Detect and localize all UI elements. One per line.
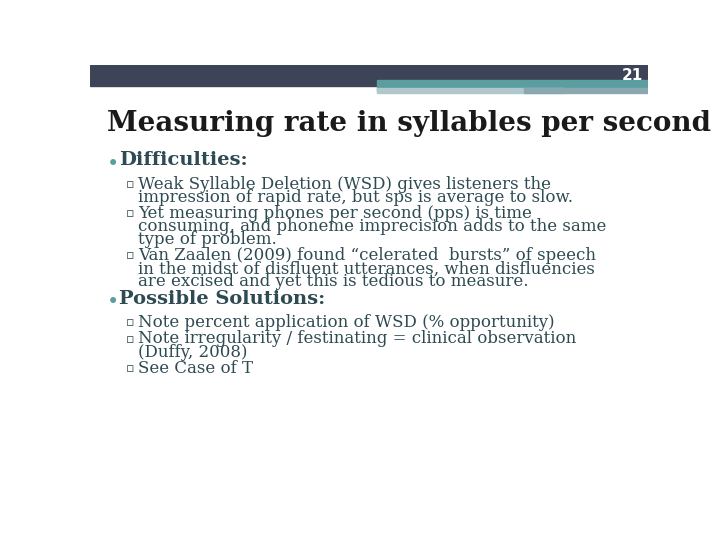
Text: Note irregularity / festinating = clinical observation: Note irregularity / festinating = clinic… xyxy=(138,330,576,347)
Bar xyxy=(377,88,563,93)
Text: are excised and yet this is tedious to measure.: are excised and yet this is tedious to m… xyxy=(138,273,528,291)
Text: ▫: ▫ xyxy=(126,333,134,346)
Text: ▫: ▫ xyxy=(126,362,134,375)
Bar xyxy=(377,80,648,91)
Text: consuming, and phoneme imprecision adds to the same: consuming, and phoneme imprecision adds … xyxy=(138,218,606,235)
Text: ▫: ▫ xyxy=(126,249,134,262)
Text: (Duffy, 2008): (Duffy, 2008) xyxy=(138,343,248,361)
Text: Possible Solutions:: Possible Solutions: xyxy=(120,289,325,308)
Text: impression of rapid rate, but sps is average to slow.: impression of rapid rate, but sps is ave… xyxy=(138,189,573,206)
Text: type of problem.: type of problem. xyxy=(138,231,276,248)
Bar xyxy=(524,88,648,93)
Text: Yet measuring phones per second (pps) is time: Yet measuring phones per second (pps) is… xyxy=(138,205,532,222)
Text: ▫: ▫ xyxy=(126,178,134,191)
Text: Note percent application of WSD (% opportunity): Note percent application of WSD (% oppor… xyxy=(138,314,554,331)
Text: •: • xyxy=(107,294,120,313)
Text: Difficulties:: Difficulties: xyxy=(120,151,248,169)
Text: •: • xyxy=(107,155,120,174)
Text: Weak Syllable Deletion (WSD) gives listeners the: Weak Syllable Deletion (WSD) gives liste… xyxy=(138,176,551,193)
Text: ▫: ▫ xyxy=(126,207,134,220)
Text: 21: 21 xyxy=(622,68,643,83)
Text: ▫: ▫ xyxy=(126,316,134,329)
Text: See Case of T: See Case of T xyxy=(138,360,253,377)
Text: in the midst of disfluent utterances, when disfluencies: in the midst of disfluent utterances, wh… xyxy=(138,260,595,278)
Bar xyxy=(90,65,648,86)
Text: Measuring rate in syllables per second (sps):: Measuring rate in syllables per second (… xyxy=(107,110,720,137)
Text: Van Zaalen (2009) found “celerated  bursts” of speech: Van Zaalen (2009) found “celerated burst… xyxy=(138,247,596,264)
